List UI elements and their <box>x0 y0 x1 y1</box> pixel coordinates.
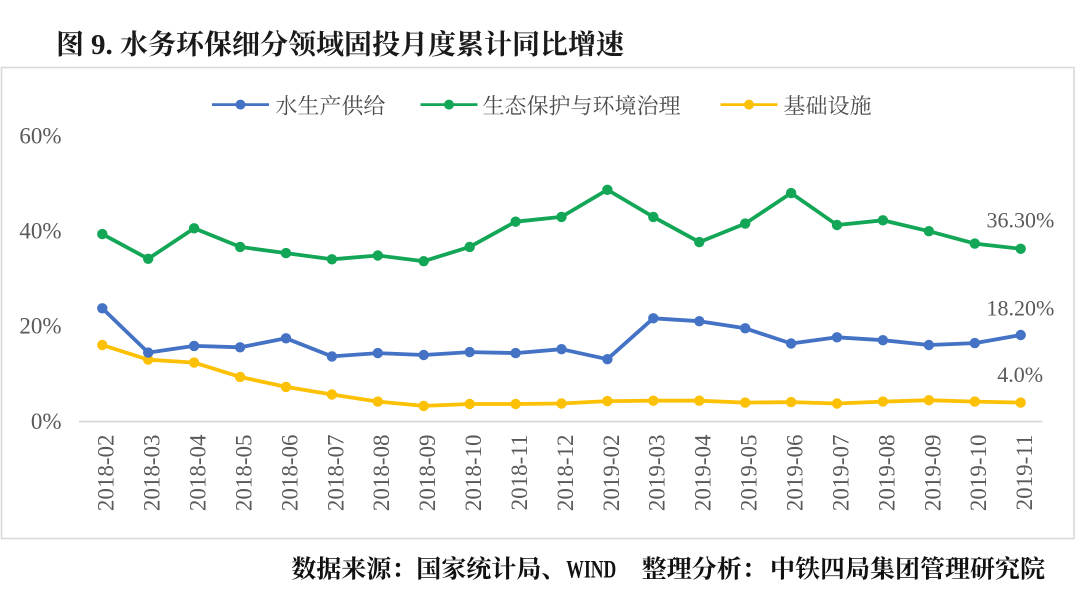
svg-text:2018-09: 2018-09 <box>415 435 440 512</box>
svg-text:2019-10: 2019-10 <box>966 435 991 512</box>
svg-text:60%: 60% <box>19 123 61 148</box>
svg-text:2018-11: 2018-11 <box>507 435 532 511</box>
svg-text:2019-06: 2019-06 <box>783 435 808 512</box>
svg-text:9.: 9. <box>91 29 113 61</box>
svg-text:2018-10: 2018-10 <box>461 435 486 512</box>
svg-text:20%: 20% <box>19 314 61 339</box>
svg-text:2018-03: 2018-03 <box>140 435 165 512</box>
svg-text:36.30%: 36.30% <box>987 208 1055 233</box>
svg-text:2019-05: 2019-05 <box>737 435 762 512</box>
svg-text:2018-06: 2018-06 <box>277 435 302 512</box>
svg-text:2019-04: 2019-04 <box>691 434 716 511</box>
svg-text:4.0%: 4.0% <box>997 362 1043 387</box>
svg-text:2019-02: 2019-02 <box>599 435 624 512</box>
svg-text:0%: 0% <box>31 409 62 434</box>
svg-text:2019-03: 2019-03 <box>645 435 670 512</box>
svg-text:2019-08: 2019-08 <box>874 435 899 512</box>
svg-text:2018-05: 2018-05 <box>232 435 257 512</box>
svg-text:2018-12: 2018-12 <box>553 435 578 512</box>
svg-text:2019-09: 2019-09 <box>920 435 945 512</box>
svg-text:18.20%: 18.20% <box>987 295 1055 320</box>
svg-text:2018-08: 2018-08 <box>369 435 394 512</box>
svg-text:2019-07: 2019-07 <box>828 435 853 512</box>
svg-text:2018-02: 2018-02 <box>94 435 119 512</box>
svg-text:2019-11: 2019-11 <box>1012 435 1037 511</box>
svg-text:2018-04: 2018-04 <box>186 434 211 511</box>
svg-text:40%: 40% <box>19 219 61 244</box>
svg-text:WIND: WIND <box>566 557 616 584</box>
svg-text:2018-07: 2018-07 <box>323 435 348 512</box>
